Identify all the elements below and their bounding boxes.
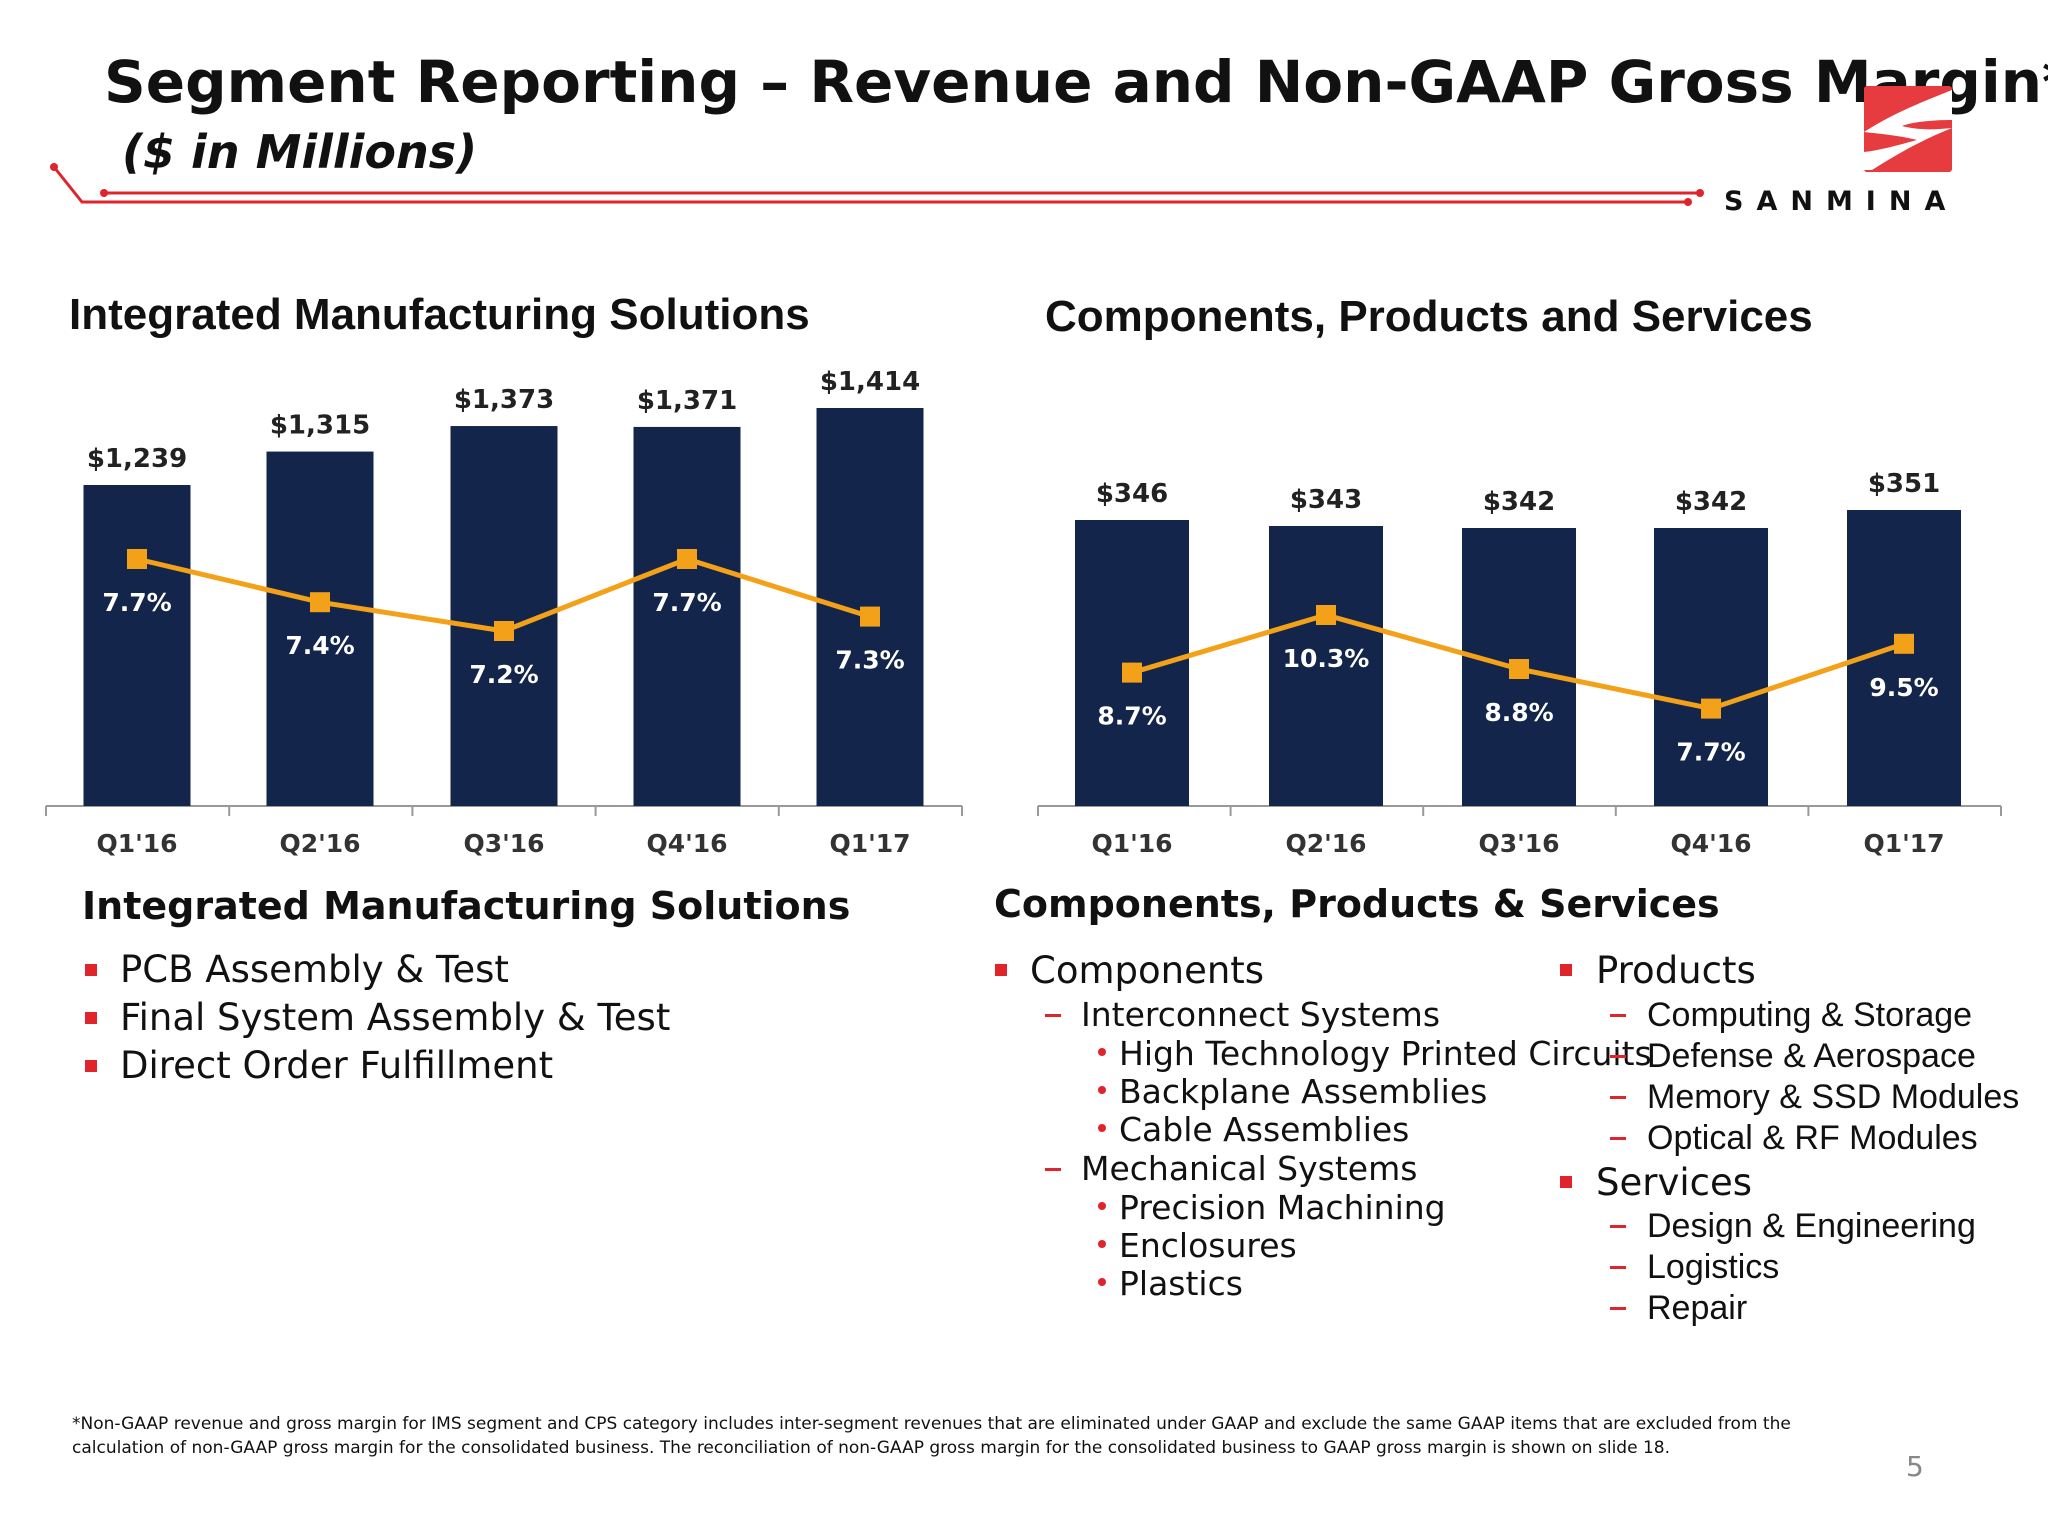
chart-title-ims: Integrated Manufacturing Solutions	[69, 290, 810, 339]
charts: $1,239 Q1'16 $1,315 Q2'16 $1,373 Q3'16 $1,371 Q…	[45, 367, 2002, 858]
list-item: Direct Order Fulfillment	[120, 1044, 554, 1087]
bar-value-label: $1,239	[87, 444, 187, 474]
list-item: Repair	[1647, 1289, 1748, 1327]
chart-title-cps: Components, Products and Services	[1045, 292, 1813, 341]
list-item: Defense & Aerospace	[1647, 1037, 1976, 1075]
list-item: Design & Engineering	[1647, 1207, 1976, 1245]
margin-marker	[1509, 659, 1529, 679]
bar-value-label: $342	[1675, 487, 1747, 517]
logo-wordmark: SANMINA	[1724, 186, 1959, 217]
margin-marker	[494, 621, 514, 641]
margin-label: 7.7%	[102, 588, 171, 617]
list-item: Services	[1596, 1161, 1753, 1204]
list-item: Memory & SSD Modules	[1647, 1078, 2020, 1116]
x-tick-label: Q3'16	[463, 829, 544, 858]
chart-1: $346 Q1'16 $343 Q2'16 $342 Q3'16 $342 Q4'16 $351…	[1037, 469, 2002, 858]
bar-value-label: $346	[1096, 479, 1168, 509]
list-item: Logistics	[1647, 1248, 1780, 1286]
x-tick-label: Q4'16	[1670, 829, 1751, 858]
bar-value-label: $1,373	[454, 385, 554, 415]
list-item: Final System Assembly & Test	[120, 996, 671, 1039]
bar	[1269, 526, 1383, 806]
x-tick-label: Q3'16	[1478, 829, 1559, 858]
margin-marker	[1701, 698, 1721, 719]
bar	[266, 451, 374, 806]
sanmina-logo-icon	[1864, 86, 1952, 172]
list-item: Interconnect Systems	[1081, 995, 1441, 1034]
margin-marker	[1894, 633, 1914, 654]
list-item: High Technology Printed Circuits	[1119, 1034, 1652, 1073]
list-item: Backplane Assemblies	[1119, 1072, 1488, 1111]
margin-label: 8.8%	[1484, 698, 1553, 727]
bar-value-label: $351	[1868, 469, 1940, 499]
bar	[1654, 528, 1768, 806]
margin-label: 8.7%	[1097, 702, 1166, 731]
chart-0: $1,239 Q1'16 $1,315 Q2'16 $1,373 Q3'16 $1,371 Q…	[45, 367, 963, 858]
header-rule	[50, 163, 1704, 206]
footnote: *Non-GAAP revenue and gross margin for I…	[72, 1414, 1791, 1458]
margin-label: 9.5%	[1869, 673, 1938, 702]
list-item: Products	[1596, 949, 1756, 992]
x-tick-label: Q1'17	[829, 829, 910, 858]
list-item: Cable Assemblies	[1119, 1110, 1410, 1149]
x-tick-label: Q2'16	[279, 829, 360, 858]
page-number: 5	[1906, 1450, 1924, 1483]
page-subtitle: ($ in Millions)	[122, 125, 478, 179]
margin-marker	[127, 549, 147, 569]
list-item: Optical & RF Modules	[1647, 1119, 1978, 1157]
x-tick-label: Q4'16	[646, 829, 727, 858]
margin-marker	[310, 592, 330, 613]
margin-label: 7.3%	[835, 646, 904, 675]
cps-heading: Components, Products & Services	[994, 882, 1720, 926]
margin-marker	[677, 549, 697, 569]
list-item: Computing & Storage	[1647, 996, 1973, 1034]
margin-marker	[1316, 605, 1336, 625]
bar-value-label: $1,371	[637, 386, 737, 416]
bar-value-label: $343	[1290, 485, 1362, 515]
list-item: Components	[1030, 949, 1265, 992]
bar	[83, 485, 191, 806]
ims-heading: Integrated Manufacturing Solutions	[82, 884, 851, 928]
margin-label: 7.7%	[1676, 738, 1745, 767]
list-item: Enclosures	[1119, 1226, 1297, 1265]
list-item: PCB Assembly & Test	[120, 948, 509, 991]
x-tick-label: Q1'17	[1863, 829, 1944, 858]
margin-marker	[1122, 662, 1142, 683]
bar-value-label: $1,414	[820, 367, 920, 397]
margin-label: 7.4%	[285, 631, 354, 660]
list-item: Precision Machining	[1119, 1188, 1446, 1227]
margin-label: 10.3%	[1283, 644, 1370, 673]
margin-label: 7.2%	[469, 660, 538, 689]
x-tick-label: Q2'16	[1285, 829, 1366, 858]
list-item: Mechanical Systems	[1081, 1149, 1418, 1188]
page-title: Segment Reporting – Revenue and Non-GAAP…	[104, 48, 2048, 116]
bar	[633, 426, 741, 806]
x-tick-label: Q1'16	[1091, 829, 1172, 858]
list-item: Plastics	[1119, 1264, 1243, 1303]
bar-value-label: $342	[1483, 487, 1555, 517]
x-tick-label: Q1'16	[96, 829, 177, 858]
margin-marker	[860, 606, 880, 627]
bar-value-label: $1,315	[270, 411, 370, 441]
margin-label: 7.7%	[652, 588, 721, 617]
